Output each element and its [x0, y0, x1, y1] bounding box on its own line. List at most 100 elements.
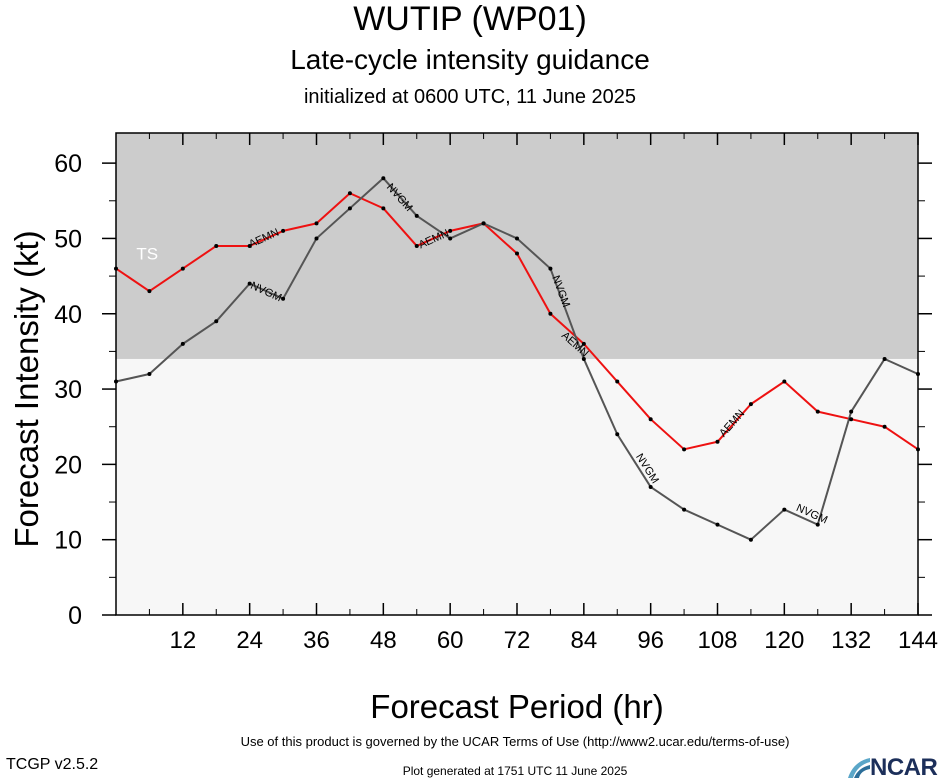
aemn-line-segment	[616, 380, 652, 420]
aemn-point	[214, 243, 219, 248]
ncar-logo-text: NCAR	[870, 754, 938, 781]
nvgm-point	[515, 236, 519, 241]
aemn-line-segment	[683, 440, 718, 451]
aemn-point	[180, 266, 185, 271]
nvgm-point	[615, 432, 620, 437]
nvgm-point	[782, 507, 787, 512]
x-tick-label: 132	[831, 627, 871, 654]
generated-timestamp: Plot generated at 1751 UTC 11 June 2025	[402, 764, 628, 778]
aemn-line-segment	[482, 222, 518, 255]
x-tick-label: 72	[504, 627, 531, 654]
aemn-point	[347, 191, 352, 196]
aemn-line-segment	[148, 267, 184, 292]
band-label: TS	[136, 245, 158, 264]
nvgm-line-segment	[215, 282, 251, 322]
nvgm-point	[448, 236, 453, 241]
nvgm-point	[281, 296, 286, 301]
x-tick-label: 48	[370, 627, 397, 654]
nvgm-line-segment	[483, 222, 518, 240]
x-tick-label: 12	[169, 627, 196, 654]
nvgm-point	[815, 522, 820, 527]
aemn-line-segment	[349, 192, 384, 210]
aemn-point	[748, 402, 753, 407]
nvgm-point	[548, 266, 553, 271]
aemn-line-segment	[382, 207, 418, 247]
x-tick-label: 24	[236, 627, 263, 654]
y-tick-label: 20	[54, 451, 82, 479]
x-tick-label: 36	[303, 627, 330, 654]
aemn-point	[782, 379, 787, 384]
nvgm-point	[682, 507, 687, 512]
aemn-line-segment	[249, 229, 284, 247]
nvgm-line-segment	[750, 508, 786, 541]
aemn-point	[515, 251, 519, 256]
nvgm-line-segment	[349, 177, 385, 210]
aemn-point	[548, 311, 553, 316]
nvgm-point	[247, 281, 252, 286]
x-tick-label: 120	[764, 627, 804, 654]
nvgm-point	[648, 484, 653, 489]
aemn-point	[882, 424, 887, 429]
aemn-point	[715, 439, 720, 444]
y-tick-label: 30	[54, 376, 82, 404]
y-tick-label: 60	[54, 150, 82, 178]
nvgm-point	[414, 213, 419, 218]
nvgm-point	[581, 356, 586, 361]
nvgm-line-segment	[182, 320, 217, 345]
nvgm-point	[381, 176, 386, 181]
intensity-chart: TS 12 24 36 48 60 72 84 96 108 120 132 144 0 10 20 30 40 5…	[8, 132, 938, 725]
aemn-line-segment	[182, 245, 217, 270]
x-tick-label: 108	[697, 627, 737, 654]
aemn-line-segment	[115, 267, 150, 292]
aemn-line-segment	[282, 222, 317, 232]
nvgm-point	[882, 356, 887, 361]
nvgm-point	[849, 409, 854, 414]
nvgm-line-segment	[115, 373, 150, 383]
aemn-point	[648, 417, 653, 422]
nvgm-line-segment	[416, 215, 451, 240]
aemn-point	[381, 206, 386, 211]
y-tick-label: 0	[68, 602, 82, 630]
plot-frame	[115, 132, 919, 616]
aemn-point	[581, 341, 586, 346]
aemn-line-segment	[850, 418, 885, 428]
nvgm-line-segment	[549, 268, 585, 360]
nvgm-point	[748, 537, 753, 542]
chart-init-time: initialized at 0600 UTC, 11 June 2025	[303, 86, 637, 108]
aemn-line-segment	[817, 410, 852, 421]
aemn-line-segment	[516, 253, 552, 315]
aemn-point	[147, 289, 152, 294]
x-tick-label: 96	[637, 627, 664, 654]
aemn-point	[247, 243, 252, 248]
nvgm-point	[347, 206, 352, 211]
ncar-logo: NCAR	[848, 754, 940, 781]
y-axis-label: Forecast Intensity (kt)	[8, 230, 45, 547]
aemn-line-segment	[884, 425, 919, 451]
nvgm-line-segment	[884, 358, 919, 375]
terms-of-use-text: Use of this product is governed by the U…	[240, 734, 790, 749]
aemn-point	[615, 379, 620, 384]
x-tick-label: 144	[898, 627, 938, 654]
nvgm-line-segment	[683, 508, 718, 526]
nvgm-point	[214, 319, 219, 324]
nvgm-line-segment	[850, 358, 886, 413]
nvgm-line-segment	[816, 411, 853, 525]
nvgm-line-segment	[382, 177, 418, 217]
aemn-line-segment	[449, 222, 484, 232]
y-tick-label: 10	[54, 527, 82, 555]
aemn-line-segment	[750, 380, 785, 405]
aemn-line-segment	[649, 418, 685, 451]
aemn-point	[815, 409, 820, 414]
ncar-logo-mark-icon	[848, 758, 870, 778]
aemn-line-segment	[783, 380, 819, 413]
nvgm-line-segment	[449, 222, 484, 240]
nvgm-point	[715, 522, 720, 527]
chart-title: WUTIP (WP01)	[353, 0, 587, 38]
nvgm-line-segment	[148, 343, 184, 375]
nvgm-line-segment	[582, 358, 619, 435]
y-tick-label: 40	[54, 301, 82, 329]
aemn-line-segment	[583, 343, 618, 383]
aemn-point	[448, 228, 453, 233]
nvgm-line-segment	[717, 523, 752, 541]
aemn-point	[682, 447, 687, 452]
